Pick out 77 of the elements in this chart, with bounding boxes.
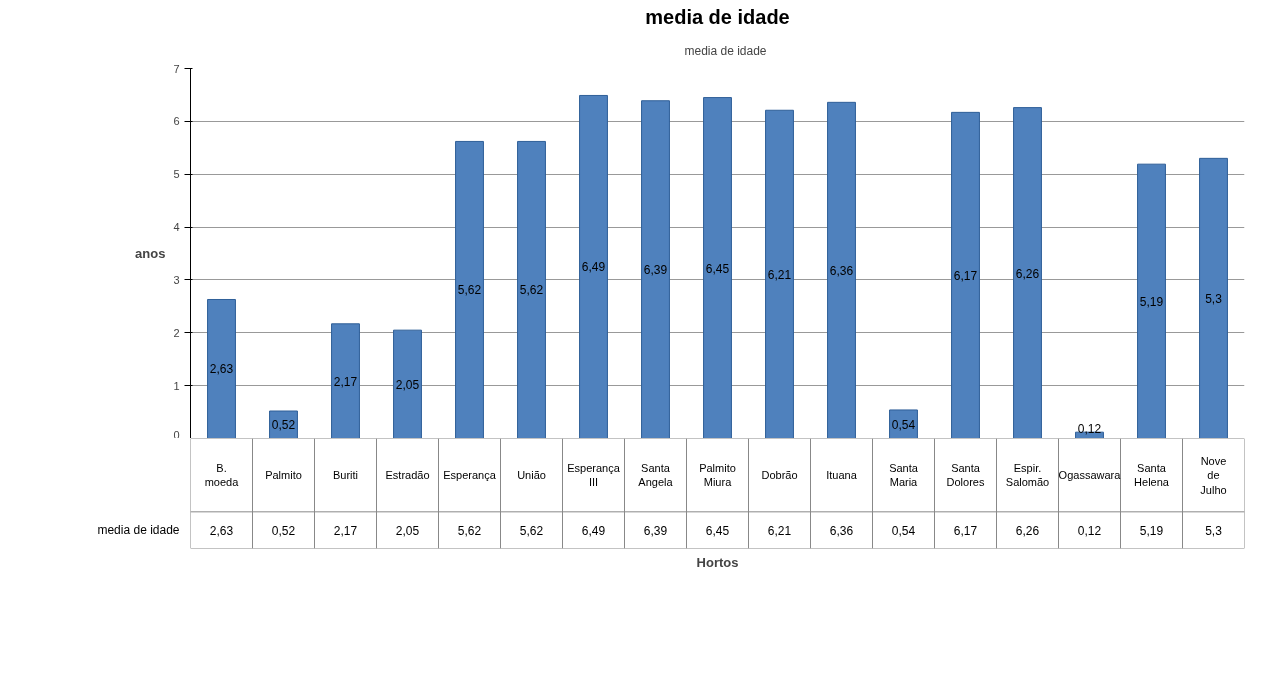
text: 2,63 xyxy=(209,362,234,377)
x-tick-label: Nove de Julho xyxy=(1200,454,1227,496)
text: 0,52 xyxy=(271,523,296,538)
text: 6,26 xyxy=(1015,266,1040,281)
x-tick-label: Esperança III xyxy=(567,461,621,489)
bar xyxy=(703,97,732,438)
text: 6,17 xyxy=(953,268,978,283)
text: 6,17 xyxy=(953,523,978,538)
x-tick-label: Estradão xyxy=(385,469,430,482)
y-tick-label: 5 xyxy=(173,168,180,181)
text: 6,39 xyxy=(643,523,668,538)
text: 5,62 xyxy=(457,283,482,298)
text: 5,19 xyxy=(1139,523,1164,538)
text: 6,39 xyxy=(643,263,668,278)
bar xyxy=(207,298,236,438)
text: 6,21 xyxy=(767,523,792,538)
text: 6,45 xyxy=(705,261,730,276)
bar xyxy=(641,100,670,438)
text: 6,36 xyxy=(829,263,854,278)
y-tick-label: 4 xyxy=(173,221,180,234)
text: 6,45 xyxy=(705,523,730,538)
text: 6,21 xyxy=(767,267,792,282)
y-tick-label: 0 xyxy=(173,428,180,441)
bar xyxy=(455,140,484,438)
bar xyxy=(1199,157,1228,438)
text: 0,54 xyxy=(891,417,916,432)
text: 6,26 xyxy=(1015,523,1040,538)
x-tick-label: Ituana xyxy=(826,469,858,482)
bar xyxy=(579,94,608,438)
bar xyxy=(765,109,794,438)
x-tick-label: Santa Helena xyxy=(1134,461,1170,489)
text: 0,54 xyxy=(891,523,916,538)
bar xyxy=(1137,163,1166,438)
text: 5,62 xyxy=(519,283,544,298)
x-tick-label: Esperança xyxy=(443,469,497,482)
bar xyxy=(1013,107,1042,438)
text: 0,52 xyxy=(271,418,296,433)
y-tick-label: 2 xyxy=(173,326,180,339)
text: 2,63 xyxy=(209,523,234,538)
x-tick-label: Buriti xyxy=(332,469,359,482)
x-tick-label: Palmito xyxy=(265,469,302,482)
text: 5,62 xyxy=(519,523,544,538)
x-tick-label: Palmito Miura xyxy=(699,461,736,489)
y-tick-label: 3 xyxy=(173,273,180,286)
bar xyxy=(331,323,360,438)
text: 2,17 xyxy=(333,523,358,538)
x-tick-label: Ogassawara xyxy=(1058,469,1122,482)
text: media de idade xyxy=(97,523,180,538)
text: 6,36 xyxy=(829,523,854,538)
x-tick-label: Santa Dolores xyxy=(946,461,985,489)
text: 0,12 xyxy=(1077,523,1102,538)
x-tick-label: Santa Angela xyxy=(638,461,674,489)
y-tick-label: 7 xyxy=(173,62,180,75)
y-axis-title: anos xyxy=(135,246,166,261)
text: 2,05 xyxy=(395,377,420,392)
text: 5,3 xyxy=(1205,523,1222,538)
text: 2,17 xyxy=(333,374,358,389)
x-tick-label: União xyxy=(517,469,546,482)
x-tick-label: Dobrão xyxy=(761,469,798,482)
bar xyxy=(393,329,422,438)
x-tick-label: Espir. Salomão xyxy=(1005,461,1050,489)
text: 2,05 xyxy=(395,523,420,538)
x-axis-title: Hortos xyxy=(696,554,739,570)
chart-title: media de idade xyxy=(645,6,790,29)
text: 5,19 xyxy=(1139,294,1164,309)
x-tick-label: B. moeda xyxy=(204,461,240,489)
text: 6,49 xyxy=(581,260,606,275)
bar xyxy=(517,140,546,438)
text: 5,62 xyxy=(457,523,482,538)
y-tick-label: 6 xyxy=(173,115,180,128)
text: 6,49 xyxy=(581,523,606,538)
text: media de idade xyxy=(684,44,767,58)
bar xyxy=(951,111,980,438)
y-tick-label: 1 xyxy=(173,379,180,392)
x-tick-label: Santa Maria xyxy=(889,461,919,489)
text: 5,3 xyxy=(1205,291,1222,306)
bar xyxy=(827,101,856,438)
